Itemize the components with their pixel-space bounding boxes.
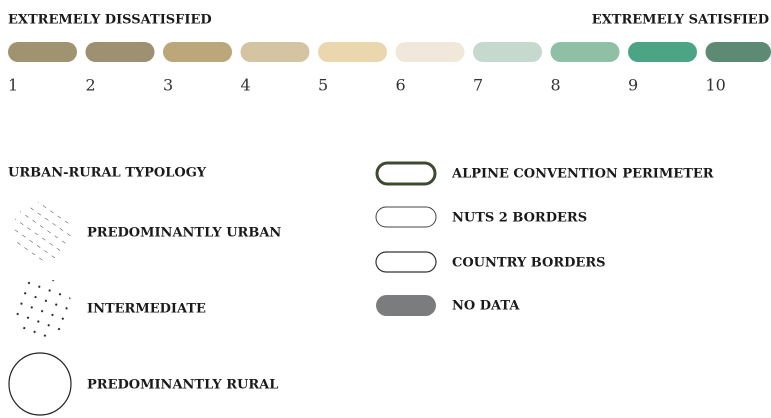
- scale-swatch: [628, 42, 697, 62]
- urban-symbol: [12, 202, 72, 262]
- scale-swatch: [8, 42, 77, 62]
- perimeter-symbol: [375, 161, 437, 186]
- scale-swatch: [240, 42, 310, 62]
- country-symbol: [375, 251, 437, 273]
- intermediate-symbol: [12, 278, 72, 338]
- typology-label: INTERMEDIATE: [87, 302, 206, 317]
- scale-number: 7: [473, 76, 483, 95]
- scale-swatch: [550, 42, 620, 62]
- scale-swatch: [85, 42, 155, 62]
- nuts-symbol: [375, 206, 437, 228]
- scale-swatch: [318, 42, 387, 62]
- scale-number: 4: [241, 76, 251, 95]
- scale-number: 8: [551, 76, 561, 95]
- typology-label: PREDOMINANTLY RURAL: [87, 378, 278, 393]
- scale-number: 2: [86, 76, 96, 95]
- boundary-label: ALPINE CONVENTION PERIMETER: [451, 167, 714, 182]
- scale-swatch: [473, 42, 542, 62]
- boundary-label: COUNTRY BORDERS: [452, 256, 606, 271]
- typology-title: URBAN-RURAL TYPOLOGY: [8, 166, 207, 181]
- scale-number: 10: [706, 76, 726, 95]
- scale-swatch: [705, 42, 771, 62]
- scale: 1 2 3 4 5 6 7 8 9 10: [8, 42, 771, 95]
- boundary-label: NUTS 2 BORDERS: [452, 211, 587, 226]
- scale-swatch: [395, 42, 465, 62]
- scale-right-label: EXTREMELY SATISFIED: [592, 13, 769, 28]
- boundary-label: NO DATA: [452, 299, 520, 314]
- scale-number: 5: [318, 76, 328, 95]
- no-data-symbol: [376, 295, 436, 316]
- scale-number: 9: [628, 76, 638, 95]
- scale-left-label: EXTREMELY DISSATISFIED: [8, 13, 212, 28]
- scale-number: 3: [163, 76, 173, 95]
- scale-number: 1: [8, 76, 18, 95]
- typology-label: PREDOMINANTLY URBAN: [87, 226, 281, 241]
- scale-swatch: [163, 42, 232, 62]
- rural-symbol: [8, 352, 72, 416]
- scale-number: 6: [396, 76, 406, 95]
